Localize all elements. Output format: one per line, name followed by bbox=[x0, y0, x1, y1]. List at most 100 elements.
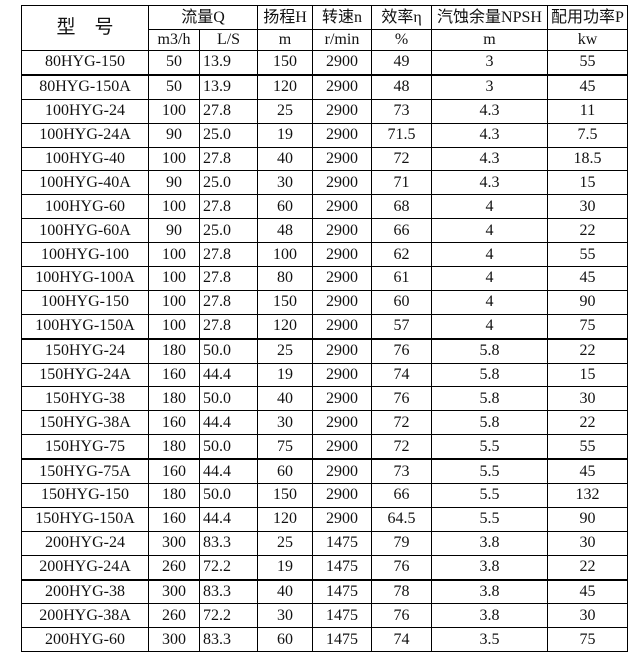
table-row: 150HYG-24 180 50.0 25 2900 76 5.8 22 bbox=[21, 337, 628, 364]
cell-efficiency: 49 bbox=[371, 49, 432, 76]
cell-flow-m3h: 260 bbox=[148, 554, 200, 581]
cell-flow-ls: 25.0 bbox=[199, 122, 258, 148]
cell-power: 30 bbox=[547, 603, 628, 629]
cell-npsh: 4.3 bbox=[431, 98, 548, 124]
cell-head: 48 bbox=[257, 218, 313, 244]
cell-model: 150HYG-24A bbox=[21, 362, 149, 388]
cell-head: 40 bbox=[257, 146, 313, 172]
header-model: 型 号 bbox=[21, 5, 149, 51]
cell-flow-ls: 25.0 bbox=[199, 170, 258, 196]
cell-npsh: 5.5 bbox=[431, 434, 548, 460]
cell-flow-ls: 27.8 bbox=[199, 289, 258, 315]
cell-npsh: 3.5 bbox=[431, 627, 548, 652]
cell-power: 75 bbox=[547, 627, 628, 652]
cell-npsh: 5.5 bbox=[431, 483, 548, 508]
cell-model: 100HYG-24 bbox=[21, 98, 149, 124]
cell-flow-m3h: 260 bbox=[148, 603, 200, 629]
table-row: 150HYG-24A 160 44.4 19 2900 74 5.8 15 bbox=[21, 362, 628, 388]
header-head: 扬程H bbox=[257, 5, 313, 30]
cell-power: 45 bbox=[547, 458, 628, 485]
cell-flow-ls: 27.8 bbox=[199, 242, 258, 268]
cell-head: 150 bbox=[257, 483, 313, 508]
cell-head: 30 bbox=[257, 410, 313, 436]
cell-flow-ls: 72.2 bbox=[199, 554, 258, 581]
cell-speed: 2900 bbox=[312, 337, 372, 364]
cell-power: 15 bbox=[547, 362, 628, 388]
cell-npsh: 3 bbox=[431, 73, 548, 100]
cell-power: 45 bbox=[547, 73, 628, 100]
cell-speed: 2900 bbox=[312, 266, 372, 291]
cell-speed: 2900 bbox=[312, 506, 372, 532]
cell-speed: 2900 bbox=[312, 362, 372, 388]
cell-flow-m3h: 160 bbox=[148, 362, 200, 388]
table-row: 100HYG-40A 90 25.0 30 2900 71 4.3 15 bbox=[21, 170, 628, 196]
cell-speed: 2900 bbox=[312, 483, 372, 508]
cell-model: 100HYG-40 bbox=[21, 146, 149, 172]
cell-power: 30 bbox=[547, 386, 628, 412]
table-row: 200HYG-24 300 83.3 25 1475 79 3.8 30 bbox=[21, 530, 628, 556]
cell-flow-ls: 27.8 bbox=[199, 313, 258, 340]
cell-speed: 2900 bbox=[312, 289, 372, 315]
cell-model: 100HYG-24A bbox=[21, 122, 149, 148]
cell-speed: 2900 bbox=[312, 73, 372, 100]
cell-efficiency: 74 bbox=[371, 627, 432, 652]
cell-speed: 2900 bbox=[312, 218, 372, 244]
table-row: 150HYG-150 180 50.0 150 2900 66 5.5 132 bbox=[21, 483, 628, 508]
header-efficiency: 效率η bbox=[371, 5, 432, 30]
cell-head: 30 bbox=[257, 603, 313, 629]
cell-model: 150HYG-150 bbox=[21, 483, 149, 508]
unit-speed: r/min bbox=[312, 29, 372, 51]
cell-efficiency: 64.5 bbox=[371, 506, 432, 532]
cell-flow-ls: 50.0 bbox=[199, 434, 258, 460]
cell-flow-ls: 25.0 bbox=[199, 218, 258, 244]
cell-head: 100 bbox=[257, 242, 313, 268]
cell-flow-m3h: 180 bbox=[148, 434, 200, 460]
cell-npsh: 3.8 bbox=[431, 554, 548, 581]
cell-head: 25 bbox=[257, 530, 313, 556]
cell-flow-ls: 50.0 bbox=[199, 386, 258, 412]
cell-flow-m3h: 100 bbox=[148, 146, 200, 172]
header-power: 配用功率P bbox=[547, 5, 628, 30]
cell-flow-m3h: 50 bbox=[148, 49, 200, 76]
cell-model: 200HYG-60 bbox=[21, 627, 149, 652]
cell-npsh: 4 bbox=[431, 289, 548, 315]
cell-power: 55 bbox=[547, 242, 628, 268]
table-row: 200HYG-60 300 83.3 60 1475 74 3.5 75 bbox=[21, 627, 628, 652]
cell-flow-ls: 44.4 bbox=[199, 458, 258, 485]
cell-efficiency: 68 bbox=[371, 194, 432, 220]
cell-efficiency: 74 bbox=[371, 362, 432, 388]
cell-head: 120 bbox=[257, 73, 313, 100]
cell-power: 30 bbox=[547, 194, 628, 220]
cell-flow-ls: 27.8 bbox=[199, 194, 258, 220]
cell-npsh: 5.5 bbox=[431, 458, 548, 485]
cell-model: 100HYG-40A bbox=[21, 170, 149, 196]
unit-npsh: m bbox=[431, 29, 548, 51]
cell-model: 100HYG-60 bbox=[21, 194, 149, 220]
cell-flow-m3h: 180 bbox=[148, 337, 200, 364]
cell-model: 200HYG-38A bbox=[21, 603, 149, 629]
cell-flow-m3h: 50 bbox=[148, 73, 200, 100]
cell-flow-ls: 27.8 bbox=[199, 98, 258, 124]
table-row: 200HYG-38 300 83.3 40 1475 78 3.8 45 bbox=[21, 578, 628, 605]
table-row: 80HYG-150A 50 13.9 120 2900 48 3 45 bbox=[21, 73, 628, 100]
cell-head: 19 bbox=[257, 554, 313, 581]
cell-model: 100HYG-150A bbox=[21, 313, 149, 340]
cell-flow-ls: 27.8 bbox=[199, 266, 258, 291]
cell-npsh: 5.5 bbox=[431, 506, 548, 532]
cell-power: 75 bbox=[547, 313, 628, 340]
cell-head: 150 bbox=[257, 49, 313, 76]
table-row: 150HYG-75A 160 44.4 60 2900 73 5.5 45 bbox=[21, 458, 628, 485]
cell-efficiency: 79 bbox=[371, 530, 432, 556]
cell-head: 19 bbox=[257, 122, 313, 148]
cell-model: 80HYG-150 bbox=[21, 49, 149, 76]
cell-power: 45 bbox=[547, 266, 628, 291]
cell-flow-m3h: 300 bbox=[148, 578, 200, 605]
cell-npsh: 4 bbox=[431, 194, 548, 220]
cell-efficiency: 48 bbox=[371, 73, 432, 100]
cell-power: 55 bbox=[547, 434, 628, 460]
cell-head: 120 bbox=[257, 313, 313, 340]
cell-flow-ls: 13.9 bbox=[199, 49, 258, 76]
cell-speed: 1475 bbox=[312, 578, 372, 605]
cell-npsh: 4 bbox=[431, 242, 548, 268]
cell-speed: 2900 bbox=[312, 458, 372, 485]
